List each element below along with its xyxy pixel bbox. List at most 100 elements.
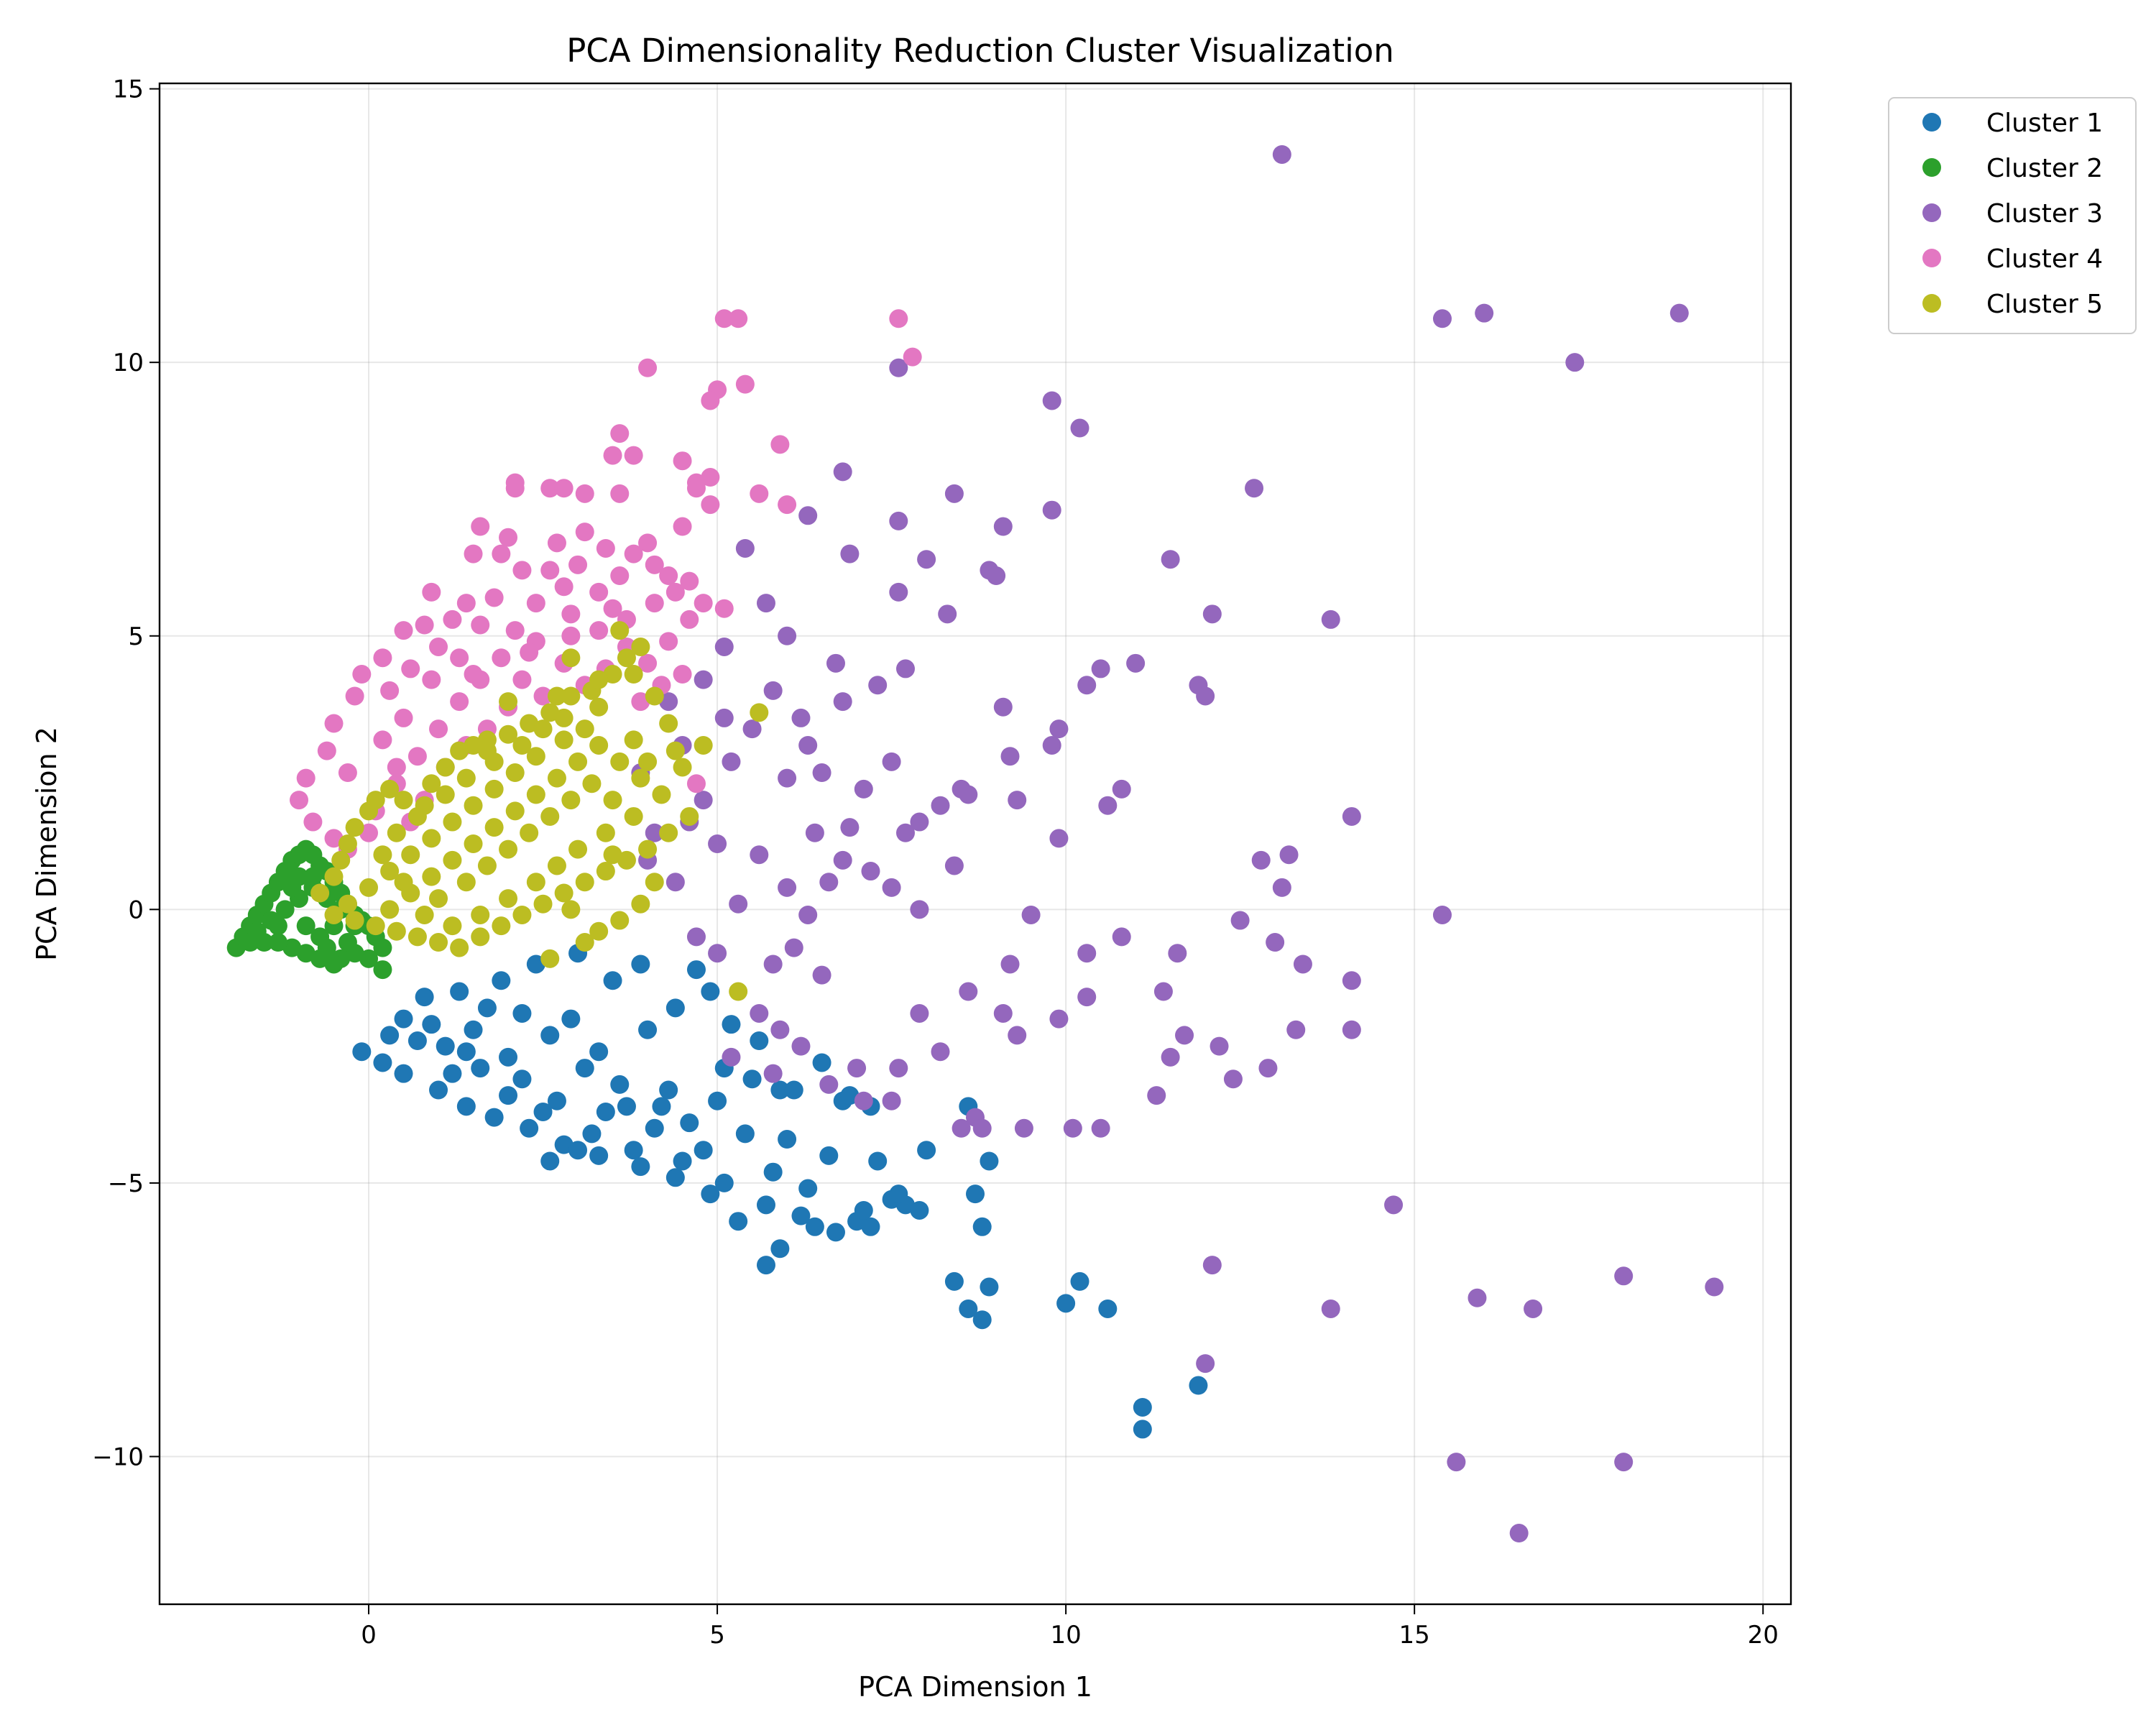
data-point [910, 1003, 929, 1023]
data-point [512, 735, 532, 755]
data-point [819, 1075, 839, 1094]
legend-marker [1922, 294, 1941, 313]
data-point [673, 451, 692, 471]
data-point [1189, 1376, 1208, 1395]
data-point [394, 708, 413, 727]
data-point [575, 523, 594, 542]
data-point [673, 758, 692, 777]
legend-marker [1922, 113, 1941, 132]
data-point [1042, 735, 1061, 755]
data-point [401, 659, 420, 678]
data-point [324, 714, 344, 733]
data-point [1447, 1453, 1466, 1472]
data-point [944, 1271, 964, 1291]
data-point [533, 894, 553, 914]
data-point [499, 1086, 518, 1105]
data-point [993, 697, 1013, 717]
y-tick-label: 10 [113, 349, 144, 377]
data-point [582, 774, 602, 794]
data-point [1161, 550, 1180, 569]
data-point [1042, 391, 1061, 410]
data-point [456, 873, 476, 892]
data-point [526, 785, 545, 804]
data-point [756, 1195, 775, 1215]
data-point [610, 424, 630, 443]
data-point [526, 747, 545, 766]
data-point [840, 818, 860, 837]
series-cluster-5 [310, 621, 769, 1001]
data-point [526, 594, 545, 613]
data-point [352, 665, 372, 684]
data-point [464, 796, 483, 815]
data-point [471, 615, 490, 635]
data-point [471, 927, 490, 947]
data-point [708, 944, 727, 963]
data-point [1669, 303, 1689, 323]
data-point [694, 670, 713, 689]
data-point [1077, 944, 1097, 963]
data-point [659, 566, 678, 586]
data-point [631, 637, 650, 656]
data-point [798, 735, 818, 755]
data-point [568, 1141, 588, 1160]
data-point [1049, 1009, 1069, 1029]
y-tick-label: 0 [128, 896, 144, 924]
data-point [338, 933, 357, 952]
data-point [952, 1118, 971, 1138]
data-point [966, 1184, 985, 1204]
data-point [1342, 1020, 1361, 1039]
data-point [373, 1053, 392, 1072]
data-point [645, 555, 664, 574]
data-point [701, 982, 720, 1001]
data-point [889, 1059, 908, 1078]
data-point [464, 1020, 483, 1039]
data-point [582, 1124, 602, 1144]
data-point [561, 1009, 581, 1029]
data-point [443, 850, 462, 870]
data-point [701, 468, 720, 487]
data-point [1321, 1299, 1340, 1318]
data-point [1098, 1299, 1118, 1318]
data-point [750, 1031, 769, 1051]
data-point [833, 692, 852, 712]
data-point [1342, 806, 1361, 826]
x-tick-label: 0 [361, 1621, 377, 1650]
data-point [533, 686, 553, 706]
data-point [833, 462, 852, 482]
data-point [756, 594, 775, 613]
data-point [624, 665, 643, 684]
data-point [1133, 1397, 1152, 1417]
data-point [492, 544, 511, 564]
data-point [770, 1020, 790, 1039]
series-cluster-4 [290, 309, 922, 859]
data-point [1008, 791, 1027, 810]
data-point [380, 1026, 400, 1045]
data-point [798, 506, 818, 525]
data-point [499, 889, 518, 908]
data-point [394, 1064, 413, 1083]
data-point [638, 840, 658, 859]
data-point [512, 561, 532, 580]
data-point [1279, 845, 1299, 865]
data-point [456, 1042, 476, 1062]
data-point [1321, 610, 1340, 629]
data-point [763, 954, 783, 974]
data-point [714, 599, 734, 618]
x-tick-label: 15 [1399, 1621, 1430, 1650]
data-point [610, 621, 630, 640]
data-point [972, 1118, 992, 1138]
data-point [993, 517, 1013, 536]
data-point [833, 850, 852, 870]
data-point [547, 856, 566, 875]
data-point [540, 1151, 560, 1171]
data-point [631, 768, 650, 788]
data-point [1112, 927, 1131, 947]
data-point [1468, 1288, 1487, 1307]
data-point [554, 479, 573, 498]
data-point [1056, 1294, 1076, 1313]
data-point [547, 768, 566, 788]
data-point [547, 1091, 566, 1110]
legend: Cluster 1 Cluster 2 Cluster 3 Cluster 4 Clus… [1888, 97, 2137, 334]
x-axis-label: PCA Dimension 1 [858, 1671, 1092, 1703]
data-point [512, 1003, 532, 1023]
